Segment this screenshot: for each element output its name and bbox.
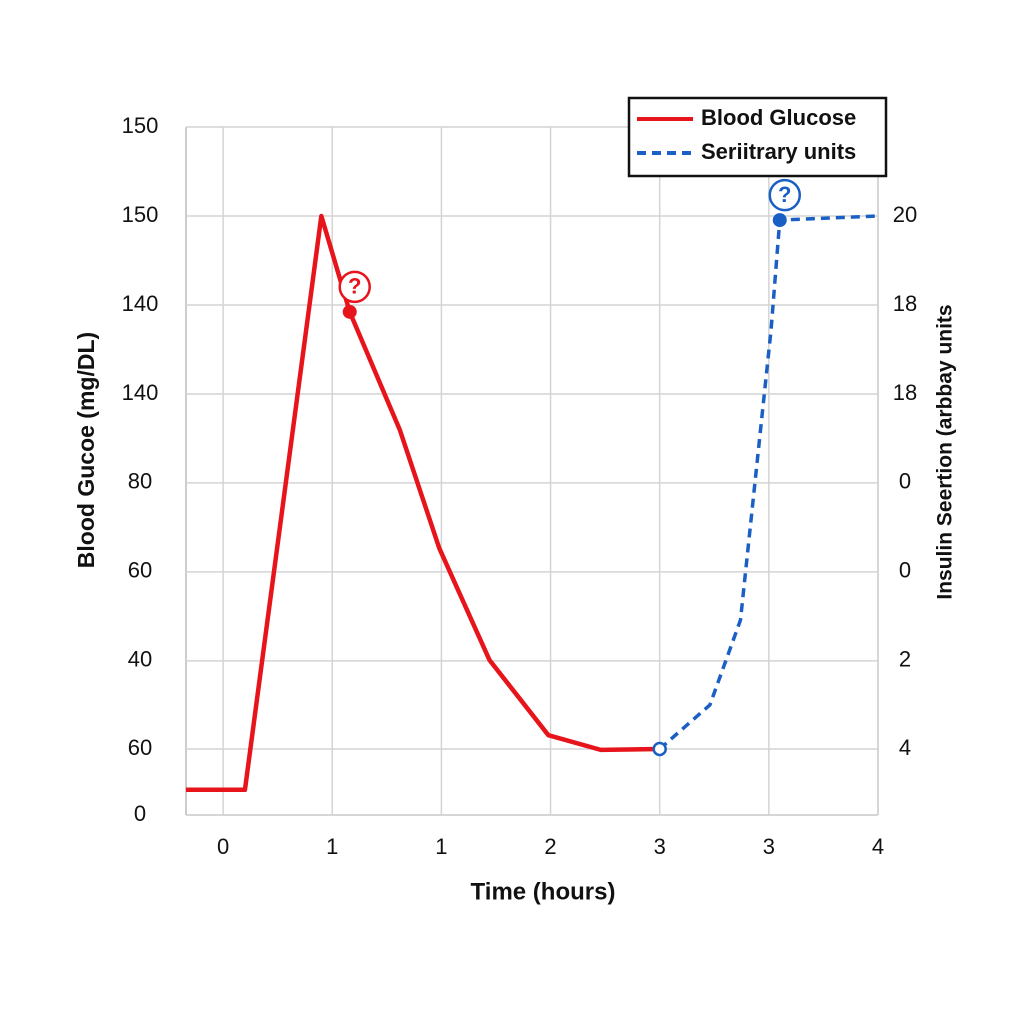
y-axis-label: Blood Gucoe (mg/DL) [73, 332, 99, 568]
y2-tick-label: 2 [899, 647, 911, 672]
series-line [658, 214, 879, 751]
y-tick-label: 0 [134, 801, 146, 826]
x-axis-label: Time (hours) [471, 878, 616, 905]
y2-tick-label: 18 [893, 291, 917, 316]
annotation: ? [778, 182, 791, 207]
legend-box [627, 96, 888, 178]
point-marker [652, 741, 667, 757]
y-tick-label: 150 [122, 202, 159, 227]
y2-tick-label: 0 [899, 469, 911, 494]
x-tick-label: 1 [326, 834, 338, 859]
y-tick-label: 60 [128, 735, 152, 760]
y2-tick-label: 4 [899, 735, 911, 760]
point-marker [772, 213, 787, 228]
y-tick-label: 150 [122, 113, 159, 138]
x-tick-label: 4 [872, 834, 884, 859]
y-tick-label: 140 [122, 380, 159, 405]
y2-tick-label: 20 [893, 202, 917, 227]
legend-label: Blood Glucose [701, 105, 856, 130]
y2-axis-label: Insulin Seertion (arbbay units [934, 304, 957, 599]
legend-label: Seriitrary units [701, 139, 856, 164]
point-marker [342, 304, 357, 319]
x-tick-label: 3 [654, 834, 666, 859]
series-line [186, 213, 660, 793]
y2-tick-label: 0 [899, 558, 911, 583]
annotation-badge [338, 270, 371, 304]
y-tick-label: 140 [122, 291, 159, 316]
y-tick-label: 40 [128, 647, 152, 672]
y-tick-label: 60 [128, 558, 152, 583]
x-tick-label: 2 [544, 834, 556, 859]
x-tick-label: 0 [217, 834, 229, 859]
annotation-badge [768, 178, 802, 212]
x-tick-label: 1 [435, 834, 447, 859]
y2-tick-label: 18 [893, 380, 917, 405]
annotation: ? [348, 274, 361, 299]
y-tick-label: 80 [128, 469, 152, 494]
x-tick-label: 3 [763, 834, 775, 859]
